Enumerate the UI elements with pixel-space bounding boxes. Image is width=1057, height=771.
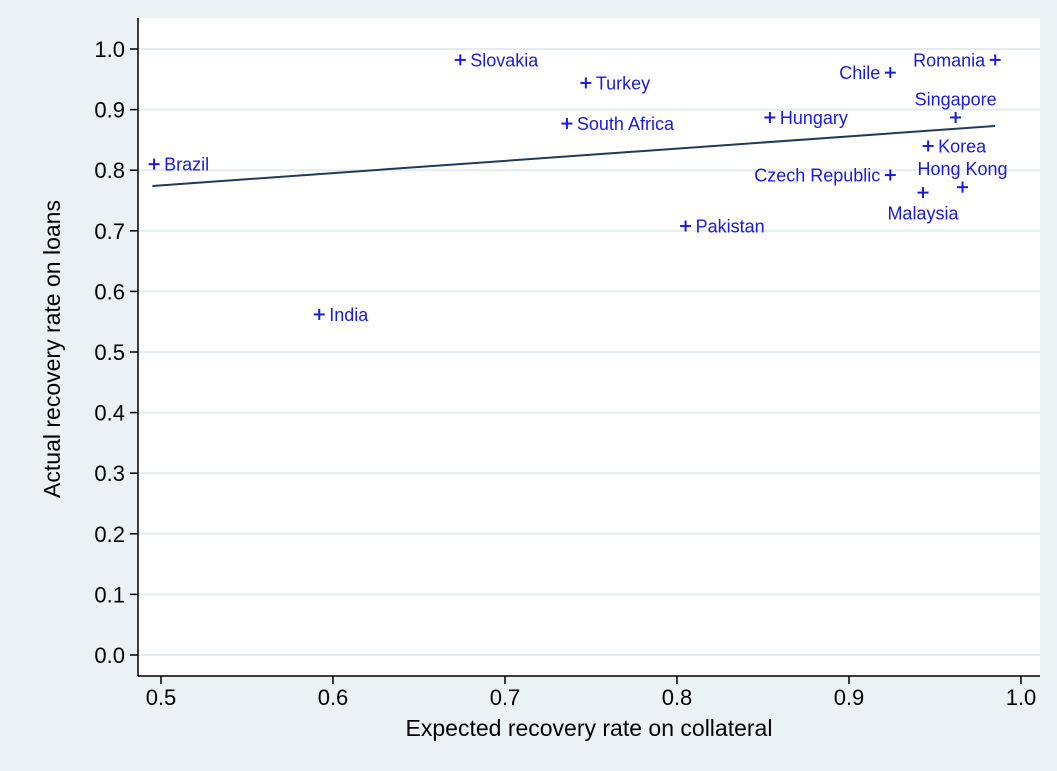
point-label-romania: Romania — [913, 50, 986, 70]
x-tick-label: 0.6 — [318, 685, 349, 710]
point-brazil: Brazil — [148, 155, 209, 175]
y-tick-label: 0.6 — [94, 279, 125, 304]
axes: 0.0 0.1 0.2 0.3 0.4 0.5 0.6 0.7 0.8 0.9 1.0 0.5 0.6 0… — [94, 18, 1040, 710]
point-label-malaysia: Malaysia — [887, 204, 959, 224]
point-pakistan: Pakistan — [680, 216, 765, 236]
x-tick-label: 1.0 — [1006, 685, 1037, 710]
y-tick-label: 0.2 — [94, 522, 125, 547]
y-tick-label: 0.5 — [94, 340, 125, 365]
point-czech-republic: Czech Republic — [754, 166, 896, 186]
point-hungary: Hungary — [764, 108, 848, 128]
x-tick-label: 0.7 — [490, 685, 521, 710]
plot-area — [138, 18, 1040, 676]
point-singapore: Singapore — [915, 89, 997, 123]
point-label-brazil: Brazil — [164, 155, 209, 175]
point-hong-kong: Hong Kong — [917, 159, 1008, 193]
y-tick-label: 0.1 — [94, 582, 125, 607]
data-points: Brazil India Slovakia Turkey South Africa Pak… — [148, 50, 1008, 325]
point-label-south-africa: South Africa — [577, 114, 675, 134]
point-label-turkey: Turkey — [596, 73, 650, 93]
point-label-hong-kong: Hong Kong — [917, 159, 1007, 179]
y-tick-label: 0.7 — [94, 219, 125, 244]
y-axis-title: Actual recovery rate on loans — [39, 200, 65, 498]
fit-line-layer — [152, 124, 996, 187]
y-tick-label: 0.9 — [94, 98, 125, 123]
x-tick-label: 0.9 — [834, 685, 865, 710]
point-india: India — [313, 305, 369, 325]
y-tick-label: 0.4 — [94, 401, 125, 426]
fit-line — [152, 124, 996, 187]
y-tick-label: 0.3 — [94, 461, 125, 486]
point-turkey: Turkey — [580, 73, 650, 93]
point-malaysia: Malaysia — [887, 187, 959, 224]
point-label-czech-republic: Czech Republic — [754, 166, 880, 186]
x-tick-label: 0.5 — [146, 685, 177, 710]
point-label-korea: Korea — [938, 136, 987, 156]
gridlines — [138, 48, 1040, 656]
point-romania: Romania — [913, 50, 1001, 70]
x-axis-title: Expected recovery rate on collateral — [406, 715, 773, 741]
y-tick-label: 0.0 — [94, 643, 125, 668]
point-label-pakistan: Pakistan — [696, 216, 765, 236]
point-south-africa: South Africa — [561, 114, 675, 134]
y-tick-label: 0.8 — [94, 158, 125, 183]
point-chile: Chile — [839, 63, 896, 83]
point-slovakia: Slovakia — [454, 50, 539, 70]
point-label-slovakia: Slovakia — [470, 50, 539, 70]
point-label-chile: Chile — [839, 63, 880, 83]
x-tick-label: 0.8 — [662, 685, 693, 710]
point-korea: Korea — [922, 136, 987, 156]
point-label-india: India — [329, 305, 369, 325]
point-label-hungary: Hungary — [780, 108, 848, 128]
point-label-singapore: Singapore — [915, 89, 997, 109]
y-tick-label: 1.0 — [94, 37, 125, 62]
